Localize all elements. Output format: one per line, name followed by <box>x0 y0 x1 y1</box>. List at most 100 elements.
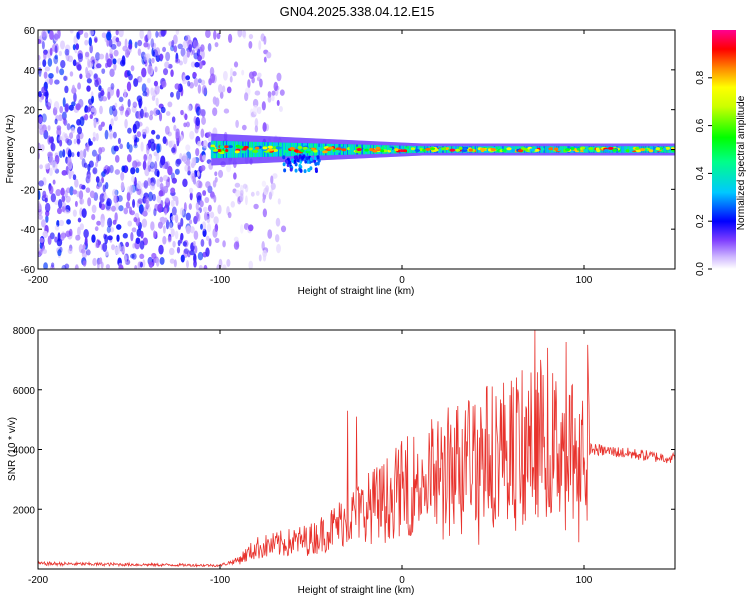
noise-speck <box>200 128 205 138</box>
noise-speck <box>89 114 94 120</box>
noise-speck <box>86 173 92 184</box>
noise-speck <box>38 180 44 187</box>
noise-speck <box>172 34 178 45</box>
noise-speck <box>260 33 265 42</box>
noise-speck <box>60 60 66 69</box>
noise-speck <box>123 88 127 99</box>
noise-speck <box>65 165 69 176</box>
noise-speck <box>193 259 197 268</box>
noise-speck <box>146 77 151 84</box>
noise-speck <box>159 176 164 183</box>
noise-speck <box>209 211 215 219</box>
noise-speck <box>113 195 118 204</box>
noise-speck <box>207 204 212 212</box>
noise-speck <box>187 80 191 87</box>
band-hotspot <box>662 147 667 151</box>
noise-speck <box>107 166 111 174</box>
band-hotspot <box>243 145 249 149</box>
band-hotspot <box>570 147 575 151</box>
noise-speck <box>167 236 172 243</box>
noise-speck <box>64 133 68 139</box>
noise-speck <box>149 182 156 191</box>
noise-speck <box>65 138 70 144</box>
band-core <box>625 146 628 153</box>
band-core <box>586 146 589 153</box>
noise-speck <box>86 85 91 92</box>
noise-speck <box>41 30 47 38</box>
noise-speck <box>137 48 142 56</box>
noise-speck <box>217 83 223 94</box>
band-hotspot <box>375 146 381 150</box>
band-hotspot <box>430 147 436 151</box>
noise-speck <box>59 105 64 114</box>
noise-speck <box>88 37 93 47</box>
band-hotspot <box>414 148 421 152</box>
noise-speck <box>171 116 176 123</box>
noise-speck <box>154 85 160 95</box>
noise-speck <box>168 140 173 148</box>
band-hotspot <box>422 148 426 152</box>
band-core <box>545 146 548 153</box>
noise-speck <box>156 170 160 178</box>
noise-speck <box>64 44 71 53</box>
band-core <box>229 141 232 158</box>
noise-speck <box>100 121 105 127</box>
noise-speck <box>58 150 63 159</box>
y-tick-label: 0 <box>29 146 35 157</box>
noise-speck <box>114 212 118 222</box>
band-blob <box>307 167 311 172</box>
noise-speck <box>94 226 99 232</box>
noise-speck <box>119 143 124 150</box>
band-core <box>620 146 623 153</box>
noise-speck <box>109 105 114 116</box>
noise-speck <box>76 138 81 145</box>
noise-speck <box>170 91 174 98</box>
band-hotspot <box>322 150 328 154</box>
band-hotspot <box>248 147 253 151</box>
noise-speck <box>126 141 130 150</box>
noise-speck <box>172 195 179 202</box>
noise-speck <box>174 230 179 240</box>
noise-speck <box>89 30 94 36</box>
noise-speck <box>193 169 198 178</box>
band-hotspot <box>648 149 654 153</box>
noise-speck <box>179 236 183 244</box>
band-hotspot <box>402 149 408 153</box>
noise-speck <box>54 45 58 54</box>
band-hotspot <box>335 147 342 151</box>
noise-speck <box>192 49 195 55</box>
band-blob <box>289 167 293 172</box>
noise-speck <box>168 247 175 256</box>
band-hotspot <box>310 147 315 151</box>
noise-speck <box>65 205 71 213</box>
noise-speck <box>200 44 205 52</box>
noise-speck <box>124 254 128 264</box>
noise-speck <box>193 230 199 240</box>
noise-speck <box>196 170 200 177</box>
noise-speck <box>273 81 279 92</box>
band-blob <box>293 159 297 164</box>
noise-speck <box>109 133 113 140</box>
noise-speck <box>158 244 164 255</box>
noise-speck <box>72 189 78 195</box>
noise-speck <box>174 83 180 90</box>
noise-speck <box>190 226 195 234</box>
noise-speck <box>261 101 266 111</box>
y-tick-label: -60 <box>21 265 36 276</box>
noise-speck <box>197 251 204 261</box>
noise-speck <box>59 68 65 76</box>
noise-speck <box>92 131 96 138</box>
noise-speck <box>118 30 124 38</box>
noise-speck <box>39 164 43 170</box>
noise-speck <box>133 217 138 223</box>
noise-speck <box>157 203 163 213</box>
band-hotspot <box>441 147 447 151</box>
band-hotspot <box>444 147 450 151</box>
noise-speck <box>257 106 262 115</box>
noise-speck <box>129 210 136 216</box>
band-core <box>281 142 284 157</box>
noise-speck <box>139 253 145 260</box>
noise-speck <box>169 258 175 264</box>
noise-speck <box>42 230 49 239</box>
noise-speck <box>204 196 210 204</box>
